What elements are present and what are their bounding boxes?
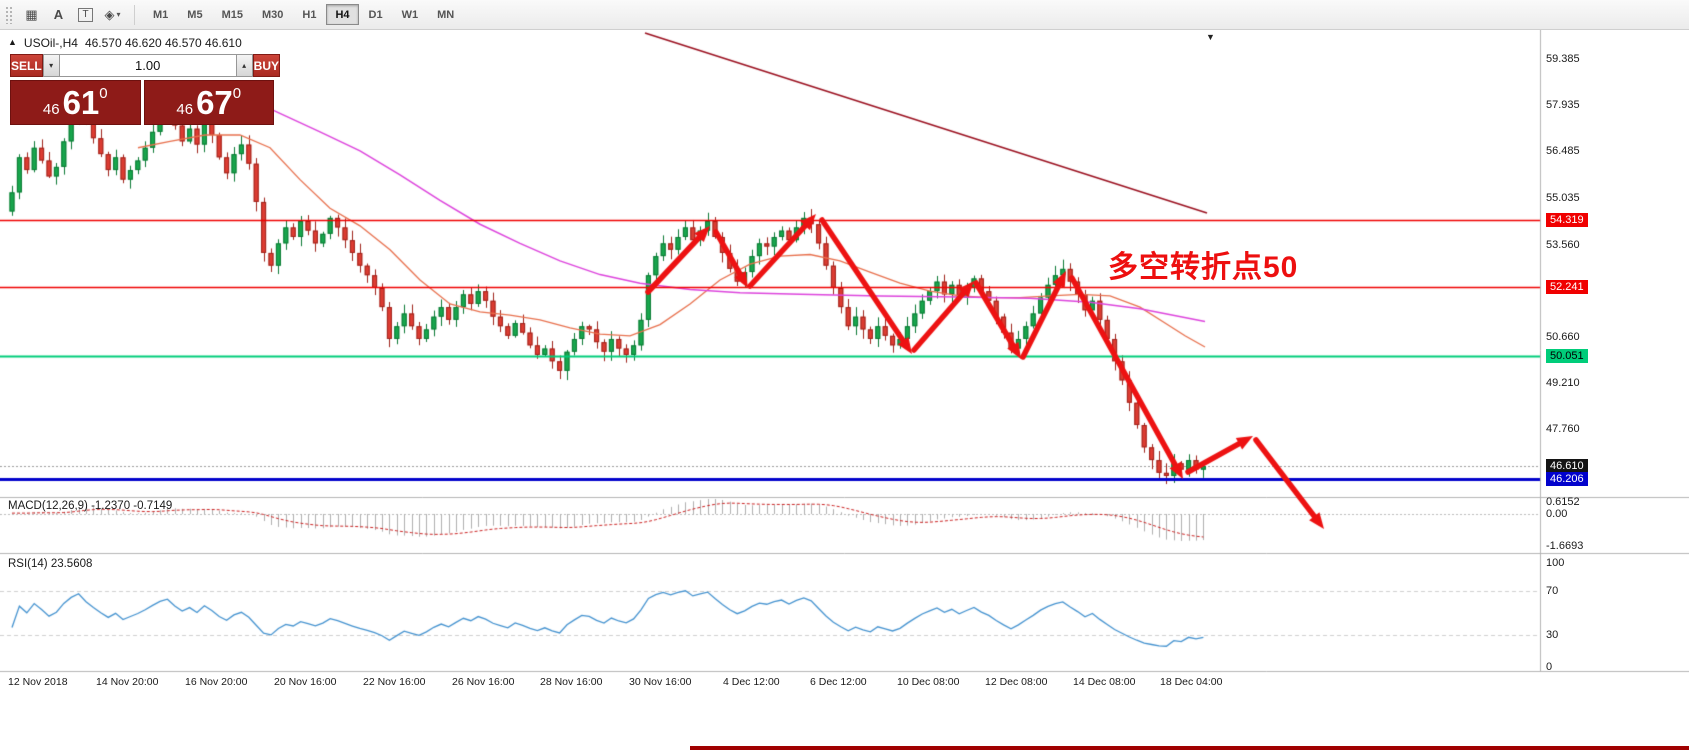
price-axis-label: 47.760 bbox=[1546, 423, 1580, 436]
price-axis-label: 55.035 bbox=[1546, 191, 1580, 204]
sell-price-big: 61 bbox=[62, 84, 100, 121]
rsi-label: RSI(14) 23.5608 bbox=[8, 558, 93, 570]
time-axis-label: 10 Dec 08:00 bbox=[897, 676, 960, 688]
buy-price-sup: 0 bbox=[232, 85, 242, 102]
price-axis-label: 59.385 bbox=[1546, 53, 1580, 65]
buy-price-box[interactable]: 46 67 0 bbox=[143, 80, 274, 125]
time-axis-label: 20 Nov 16:00 bbox=[274, 676, 337, 688]
buy-price-big: 67 bbox=[196, 84, 233, 121]
sell-button[interactable]: SELL bbox=[10, 54, 43, 77]
sell-price-whole: 46 bbox=[42, 101, 60, 118]
timeframe-button-w1[interactable]: W1 bbox=[393, 4, 428, 25]
time-axis-label: 28 Nov 16:00 bbox=[540, 676, 603, 688]
time-axis-label: 22 Nov 16:00 bbox=[363, 676, 426, 688]
chart-shift-marker[interactable]: ▼ bbox=[1206, 32, 1215, 42]
draw-objects-icon[interactable]: ◈ ▾ bbox=[100, 4, 125, 26]
tick-direction-icon: ▲ bbox=[8, 37, 17, 47]
time-axis-label: 14 Dec 08:00 bbox=[1073, 676, 1136, 688]
toolbar-separator bbox=[134, 4, 135, 25]
timeframe-button-d1[interactable]: D1 bbox=[360, 4, 392, 25]
timeframe-button-m15[interactable]: M15 bbox=[213, 4, 252, 25]
timeframe-button-mn[interactable]: MN bbox=[428, 4, 463, 25]
text-label-glyph: A bbox=[53, 7, 64, 22]
volume-control: ▾ ▴ bbox=[42, 54, 253, 77]
buy-button[interactable]: BUY bbox=[252, 54, 281, 77]
timeframe-button-h4[interactable]: H4 bbox=[326, 4, 359, 25]
price-axis-label: 46.610 bbox=[1546, 459, 1588, 474]
price-axis-label: 52.241 bbox=[1546, 279, 1588, 294]
timeframe-button-h1[interactable]: H1 bbox=[293, 4, 325, 25]
price-axis-label: 53.560 bbox=[1546, 238, 1580, 251]
price-axis-label: 46.206 bbox=[1546, 472, 1588, 486]
timeframe-button-m5[interactable]: M5 bbox=[178, 4, 211, 25]
text-label-icon[interactable]: A bbox=[46, 4, 71, 26]
time-axis-label: 16 Nov 20:00 bbox=[185, 676, 248, 688]
rsi-scale-label: 0 bbox=[1546, 661, 1553, 673]
rsi-scale-label: 30 bbox=[1546, 629, 1559, 641]
macd-scale-label: 0.6152 bbox=[1546, 496, 1580, 509]
dropdown-arrow-icon: ▾ bbox=[116, 10, 121, 19]
time-axis-label: 6 Dec 12:00 bbox=[810, 676, 867, 688]
time-axis-label: 18 Dec 04:00 bbox=[1160, 676, 1223, 688]
buy-price-whole: 46 bbox=[176, 101, 194, 118]
price-axis-label: 49.210 bbox=[1546, 377, 1580, 390]
macd-scale-label: -1.6693 bbox=[1546, 539, 1584, 552]
macd-scale-label: 0.00 bbox=[1546, 508, 1568, 520]
sell-price-box[interactable]: 46 61 0 bbox=[10, 80, 141, 125]
bottom-red-strip bbox=[690, 746, 1689, 750]
timeframe-button-m30[interactable]: M30 bbox=[253, 4, 292, 25]
time-axis-label: 12 Nov 2018 bbox=[8, 676, 68, 688]
chart-annotation-text[interactable]: 多空转折点50 bbox=[1108, 251, 1299, 284]
sell-price-sup: 0 bbox=[99, 85, 108, 102]
toolbar: ▦ A T ◈ ▾ M1 M5 M15 M30 H1 H4 D1 W1 MN bbox=[0, 0, 1689, 30]
chart-grid-glyph: ▦ bbox=[25, 6, 38, 22]
draw-objects-glyph: ◈ bbox=[104, 6, 115, 22]
text-box-glyph: T bbox=[78, 7, 93, 22]
price-axis-label: 50.051 bbox=[1546, 349, 1588, 364]
timeframe-button-m1[interactable]: M1 bbox=[144, 4, 177, 25]
timeframe-group: M1 M5 M15 M30 H1 H4 D1 W1 MN bbox=[144, 4, 463, 25]
toolbar-grip[interactable] bbox=[5, 5, 12, 24]
one-click-trade-panel: SELL ▾ ▴ BUY 46 61 0 46 67 0 bbox=[10, 54, 281, 125]
time-axis-label: 30 Nov 16:00 bbox=[629, 676, 692, 688]
macd-label: MACD(12,26,9) -1.2370 -0.7149 bbox=[8, 500, 173, 512]
rsi-scale-label: 100 bbox=[1546, 557, 1565, 569]
time-axis-label: 14 Nov 20:00 bbox=[96, 676, 159, 688]
ohlc-values: 46.570 46.620 46.570 46.610 bbox=[84, 36, 242, 50]
rsi-scale-label: 70 bbox=[1546, 585, 1559, 597]
chart-grid-icon[interactable]: ▦ bbox=[19, 4, 44, 26]
time-axis-label: 26 Nov 16:00 bbox=[452, 676, 515, 688]
symbol-title: USOil-,H4 bbox=[23, 36, 78, 50]
time-axis-label: 4 Dec 12:00 bbox=[723, 676, 780, 688]
price-axis-label: 54.319 bbox=[1546, 213, 1588, 228]
text-box-icon[interactable]: T bbox=[73, 4, 98, 26]
volume-up-icon[interactable]: ▴ bbox=[235, 54, 253, 77]
volume-input[interactable] bbox=[59, 54, 236, 77]
time-axis-label: 12 Dec 08:00 bbox=[985, 676, 1048, 688]
price-axis-label: 56.485 bbox=[1546, 145, 1580, 158]
price-axis-label: 50.660 bbox=[1546, 331, 1580, 344]
chart-ohlc-header: ▲ USOil-,H4 46.570 46.620 46.570 46.610 bbox=[8, 36, 242, 50]
price-chart-canvas[interactable] bbox=[0, 30, 1689, 698]
price-axis-label: 57.935 bbox=[1546, 99, 1580, 112]
volume-dropdown-icon[interactable]: ▾ bbox=[42, 54, 60, 77]
chart-window: ▲ USOil-,H4 46.570 46.620 46.570 46.610 … bbox=[0, 30, 1689, 753]
